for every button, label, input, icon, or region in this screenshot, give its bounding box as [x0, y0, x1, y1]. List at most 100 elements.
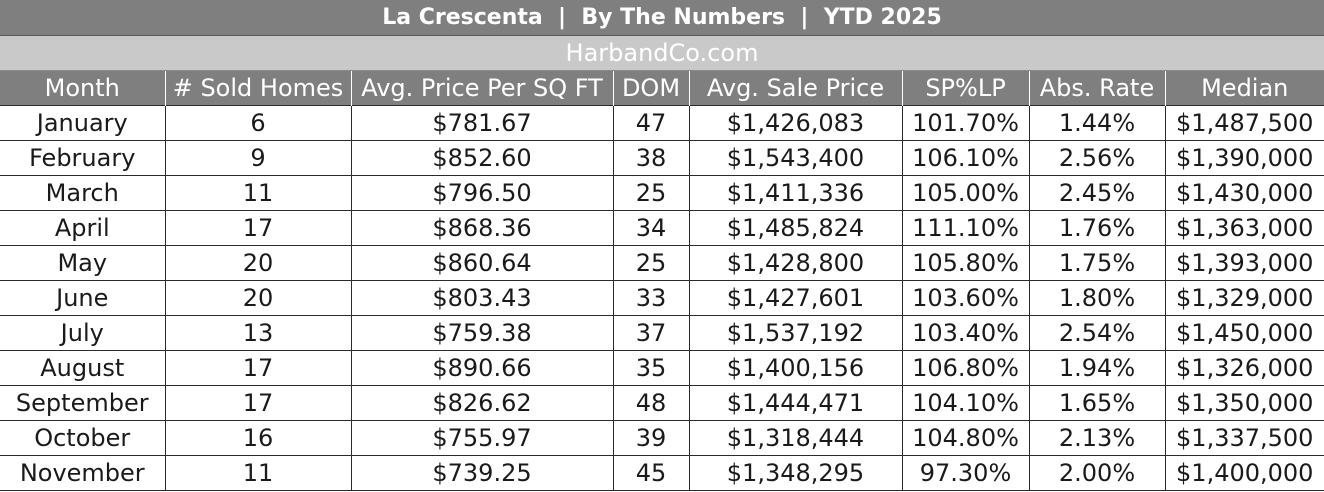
table-cell: 106.80%: [901, 350, 1030, 386]
stats-table: Month # Sold Homes Avg. Price Per SQ FT DOM…: [0, 71, 1324, 491]
table-row: November 11 $739.25 45 $1,348,295 97.30% 2.00%…: [0, 455, 1324, 491]
column-header: DOM: [612, 71, 689, 106]
table-cell: September: [0, 385, 166, 421]
table-cell: 38: [612, 140, 690, 176]
table-row: January 6 $781.67 47 $1,426,083 101.70% 1.44% $…: [0, 105, 1324, 141]
table-cell: $1,487,500: [1164, 105, 1324, 141]
column-header: Avg. Price Per SQ FT: [350, 71, 613, 106]
table-cell: $1,318,444: [688, 420, 903, 456]
table-cell: 20: [164, 280, 352, 316]
table-row: July 13 $759.38 37 $1,537,192 103.40% 2.54% $1,…: [0, 315, 1324, 351]
table-cell: $1,411,336: [688, 175, 903, 211]
table-cell: June: [0, 280, 166, 316]
table-cell: $1,426,083: [688, 105, 903, 141]
table-row: September 17 $826.62 48 $1,444,471 104.10% 1.6…: [0, 385, 1324, 421]
table-cell: February: [0, 140, 166, 176]
table-cell: $868.36: [350, 210, 614, 246]
table-cell: 16: [164, 420, 352, 456]
table-cell: 111.10%: [901, 210, 1030, 246]
site-banner: HarbandCo.com: [0, 36, 1324, 71]
table-cell: 2.00%: [1028, 455, 1166, 491]
table-cell: 20: [164, 245, 352, 281]
table-cell: $1,400,000: [1164, 455, 1324, 491]
table-cell: $852.60: [350, 140, 614, 176]
table-cell: 105.80%: [901, 245, 1030, 281]
table-cell: 103.60%: [901, 280, 1030, 316]
table-cell: 1.75%: [1028, 245, 1166, 281]
table-cell: $739.25: [350, 455, 614, 491]
table-cell: 45: [612, 455, 690, 491]
table-cell: 2.45%: [1028, 175, 1166, 211]
table-cell: 17: [164, 210, 352, 246]
table-cell: $1,393,000: [1164, 245, 1324, 281]
table-row: October 16 $755.97 39 $1,318,444 104.80% 2.13%…: [0, 420, 1324, 456]
table-cell: 105.00%: [901, 175, 1030, 211]
sheet-title: La Crescenta | By The Numbers | YTD 2025: [0, 0, 1324, 36]
header-row: Month # Sold Homes Avg. Price Per SQ FT DOM…: [0, 71, 1324, 106]
table-cell: 2.13%: [1028, 420, 1166, 456]
table-cell: 17: [164, 350, 352, 386]
table-cell: August: [0, 350, 166, 386]
table-cell: 11: [164, 175, 352, 211]
table-cell: 1.76%: [1028, 210, 1166, 246]
column-header: Abs. Rate: [1028, 71, 1165, 106]
table-row: August 17 $890.66 35 $1,400,156 106.80% 1.94% $…: [0, 350, 1324, 386]
table-cell: 104.80%: [901, 420, 1030, 456]
table-cell: $1,348,295: [688, 455, 903, 491]
table-cell: $1,337,500: [1164, 420, 1324, 456]
table-cell: $781.67: [350, 105, 614, 141]
table-cell: $860.64: [350, 245, 614, 281]
table-cell: $1,450,000: [1164, 315, 1324, 351]
table-cell: 101.70%: [901, 105, 1030, 141]
table-cell: 34: [612, 210, 690, 246]
table-cell: July: [0, 315, 166, 351]
table-cell: $890.66: [350, 350, 614, 386]
table-cell: $826.62: [350, 385, 614, 421]
table-cell: $1,400,156: [688, 350, 903, 386]
table-cell: March: [0, 175, 166, 211]
table-cell: 9: [164, 140, 352, 176]
table-cell: 47: [612, 105, 690, 141]
table-cell: $1,543,400: [688, 140, 903, 176]
column-header: # Sold Homes: [164, 71, 351, 106]
table-cell: 11: [164, 455, 352, 491]
table-cell: 1.94%: [1028, 350, 1166, 386]
table-cell: $1,444,471: [688, 385, 903, 421]
column-header: Avg. Sale Price: [688, 71, 902, 106]
table-cell: 17: [164, 385, 352, 421]
table-cell: $803.43: [350, 280, 614, 316]
table-cell: 25: [612, 175, 690, 211]
table-cell: $1,537,192: [688, 315, 903, 351]
column-header: SP%LP: [901, 71, 1029, 106]
table-cell: 1.65%: [1028, 385, 1166, 421]
table-row: March 11 $796.50 25 $1,411,336 105.00% 2.45% $1…: [0, 175, 1324, 211]
table-cell: $1,430,000: [1164, 175, 1324, 211]
table-cell: 48: [612, 385, 690, 421]
table-row: June 20 $803.43 33 $1,427,601 103.60% 1.80% $1,…: [0, 280, 1324, 316]
table-cell: 25: [612, 245, 690, 281]
table-cell: January: [0, 105, 166, 141]
table-cell: 1.44%: [1028, 105, 1166, 141]
table-cell: $755.97: [350, 420, 614, 456]
table-cell: 2.54%: [1028, 315, 1166, 351]
table-cell: May: [0, 245, 166, 281]
table-cell: 2.56%: [1028, 140, 1166, 176]
table-cell: 6: [164, 105, 352, 141]
table-row: May 20 $860.64 25 $1,428,800 105.80% 1.75% $1,3…: [0, 245, 1324, 281]
table-cell: $1,428,800: [688, 245, 903, 281]
table-cell: 104.10%: [901, 385, 1030, 421]
table-cell: $1,363,000: [1164, 210, 1324, 246]
table-cell: 39: [612, 420, 690, 456]
table-cell: $1,329,000: [1164, 280, 1324, 316]
table-cell: 35: [612, 350, 690, 386]
table-cell: $1,326,000: [1164, 350, 1324, 386]
table-row: February 9 $852.60 38 $1,543,400 106.10% 2.56%…: [0, 140, 1324, 176]
table-cell: 97.30%: [901, 455, 1030, 491]
table-row: April 17 $868.36 34 $1,485,824 111.10% 1.76% $1…: [0, 210, 1324, 246]
column-header: Median: [1164, 71, 1324, 106]
table-cell: $796.50: [350, 175, 614, 211]
table-cell: 1.80%: [1028, 280, 1166, 316]
table-cell: $1,485,824: [688, 210, 903, 246]
table-cell: 106.10%: [901, 140, 1030, 176]
